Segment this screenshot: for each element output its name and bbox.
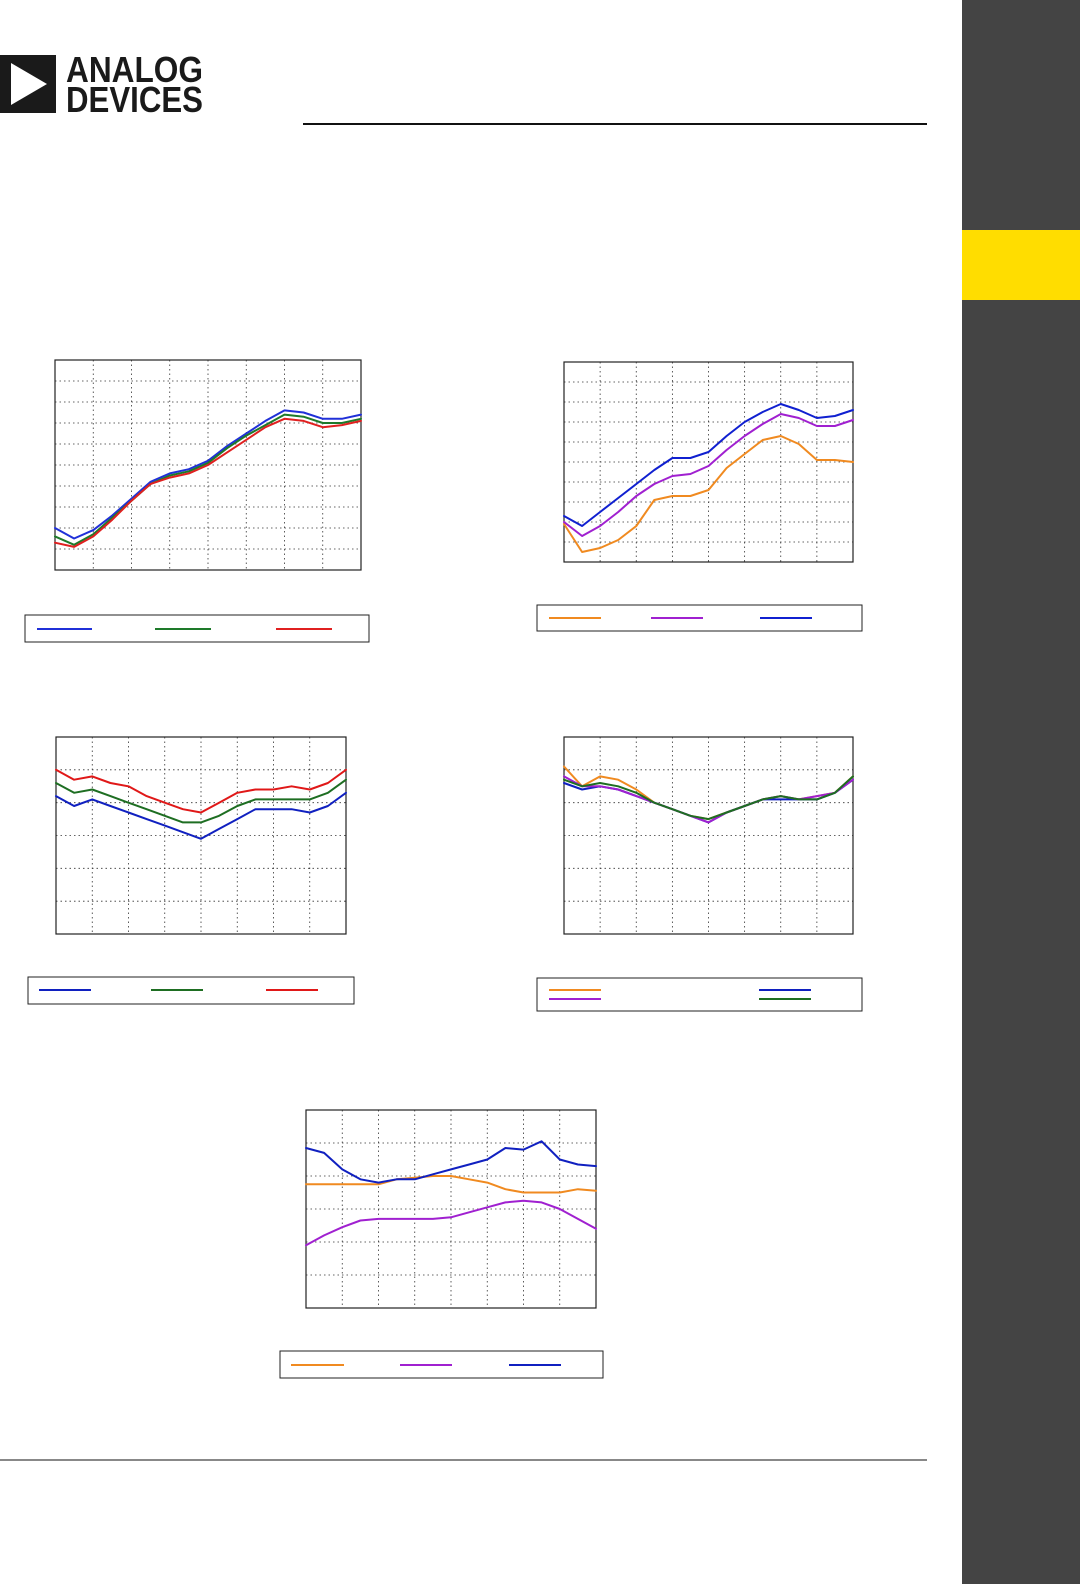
plot-frame bbox=[305, 1109, 597, 1309]
data-line bbox=[563, 775, 854, 824]
data-line bbox=[55, 768, 347, 814]
data-line bbox=[563, 403, 854, 527]
data-line bbox=[563, 435, 854, 553]
plot-frame bbox=[55, 736, 347, 935]
legend-box bbox=[536, 977, 863, 1012]
side-tab bbox=[962, 230, 1080, 300]
logo-text: DEVICES bbox=[66, 79, 203, 120]
logo-triangle bbox=[11, 63, 47, 105]
data-line bbox=[563, 775, 854, 821]
data-line bbox=[55, 791, 347, 840]
data-line bbox=[563, 413, 854, 537]
data-line bbox=[54, 417, 362, 548]
plot-frame bbox=[563, 736, 854, 935]
data-line bbox=[55, 778, 347, 824]
data-line bbox=[54, 409, 362, 540]
data-line bbox=[305, 1199, 597, 1247]
logo-text: ANALOG bbox=[66, 49, 203, 90]
plot-frame bbox=[54, 359, 362, 571]
data-line bbox=[54, 413, 362, 546]
data-line bbox=[305, 1175, 597, 1194]
data-line bbox=[305, 1140, 597, 1184]
